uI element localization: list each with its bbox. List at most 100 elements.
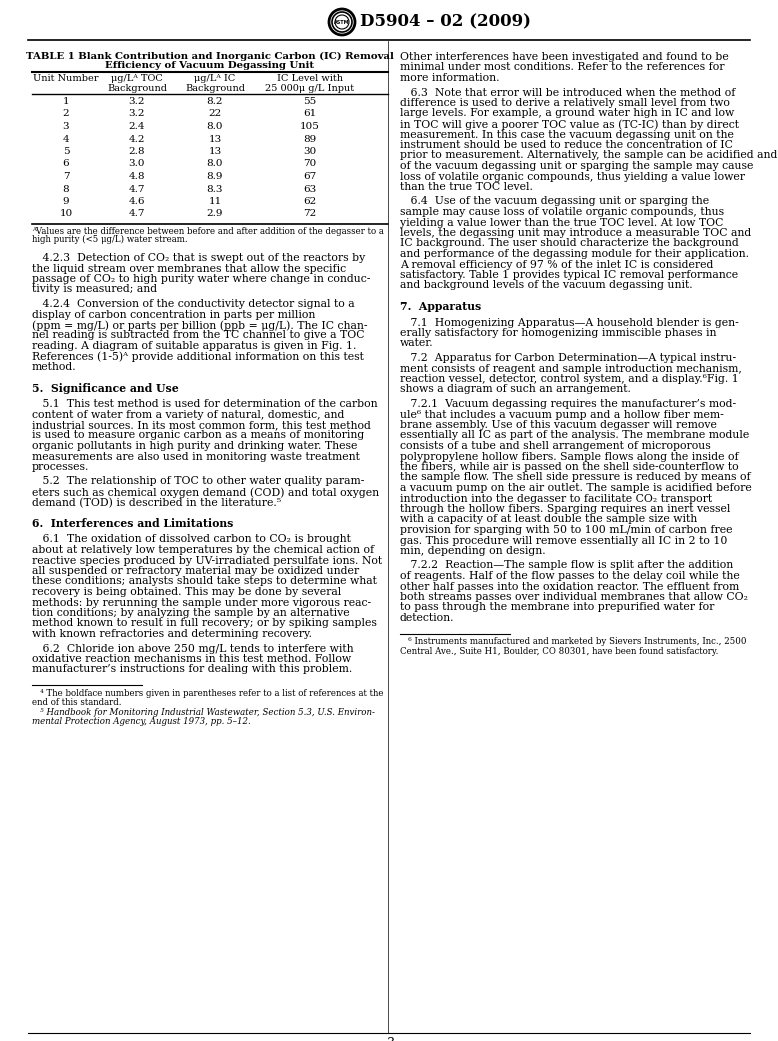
Text: 5.  Significance and Use: 5. Significance and Use [32,382,179,393]
Text: of reagents. Half of the flow passes to the delay coil while the: of reagents. Half of the flow passes to … [400,572,740,581]
Text: water.: water. [400,338,433,349]
Text: 6.4  Use of the vacuum degassing unit or sparging the: 6.4 Use of the vacuum degassing unit or … [400,197,709,206]
Text: to pass through the membrane into prepurified water for: to pass through the membrane into prepur… [400,603,714,612]
Text: 8.3: 8.3 [207,184,223,194]
Text: 22: 22 [209,109,222,119]
Text: 6: 6 [63,159,69,169]
Text: 4.6: 4.6 [128,197,145,206]
Text: (ppm = mg/L) or parts per billion (ppb = μg/L). The IC chan-: (ppm = mg/L) or parts per billion (ppb =… [32,320,367,331]
Text: 4: 4 [63,134,69,144]
Text: shows a diagram of such an arrangement.: shows a diagram of such an arrangement. [400,384,631,395]
Text: prior to measurement. Alternatively, the sample can be acidified and sparged pri: prior to measurement. Alternatively, the… [400,151,778,160]
Text: ment consists of reagent and sample introduction mechanism,: ment consists of reagent and sample intr… [400,363,742,374]
Text: content of water from a variety of natural, domestic, and: content of water from a variety of natur… [32,409,345,420]
Text: 3: 3 [63,122,69,131]
Text: 4.7: 4.7 [128,209,145,219]
Text: polypropylene hollow fibers. Sample flows along the inside of: polypropylene hollow fibers. Sample flow… [400,452,738,461]
Text: end of this standard.: end of this standard. [32,699,121,707]
Text: 6.1  The oxidation of dissolved carbon to CO₂ is brought: 6.1 The oxidation of dissolved carbon to… [32,534,351,544]
Text: consists of a tube and shell arrangement of microporous: consists of a tube and shell arrangement… [400,441,711,451]
Text: sample may cause loss of volatile organic compounds, thus: sample may cause loss of volatile organi… [400,207,724,217]
Text: 2: 2 [63,109,69,119]
Text: than the true TOC level.: than the true TOC level. [400,182,533,192]
Text: Other interferences have been investigated and found to be: Other interferences have been investigat… [400,52,729,62]
Text: loss of volatile organic compounds, thus yielding a value lower: loss of volatile organic compounds, thus… [400,172,745,181]
Text: measurements are also used in monitoring waste treatment: measurements are also used in monitoring… [32,452,360,461]
Text: IC background. The user should characterize the background: IC background. The user should character… [400,238,739,249]
Text: 89: 89 [303,134,317,144]
Text: 5.2  The relationship of TOC to other water quality param-: 5.2 The relationship of TOC to other wat… [32,477,364,486]
Text: 70: 70 [303,159,317,169]
Text: introduction into the degasser to facilitate CO₂ transport: introduction into the degasser to facili… [400,493,712,504]
Text: provision for sparging with 50 to 100 mL/min of carbon free: provision for sparging with 50 to 100 mL… [400,525,733,535]
Text: 2.4: 2.4 [128,122,145,131]
Text: 4.2.4  Conversion of the conductivity detector signal to a: 4.2.4 Conversion of the conductivity det… [32,299,355,309]
Text: ule⁶ that includes a vacuum pump and a hollow fiber mem-: ule⁶ that includes a vacuum pump and a h… [400,409,724,420]
Text: IC Level with
25 000μ g/L Input: IC Level with 25 000μ g/L Input [265,74,355,94]
Text: the sample flow. The shell side pressure is reduced by means of: the sample flow. The shell side pressure… [400,473,751,482]
Text: 5: 5 [63,147,69,156]
Text: levels, the degassing unit may introduce a measurable TOC and: levels, the degassing unit may introduce… [400,228,752,238]
Text: 13: 13 [209,147,222,156]
Text: 55: 55 [303,97,317,106]
Text: oxidative reaction mechanisms in this test method. Follow: oxidative reaction mechanisms in this te… [32,654,351,664]
Text: 3: 3 [387,1037,395,1041]
Text: 6.3  Note that error will be introduced when the method of: 6.3 Note that error will be introduced w… [400,87,735,98]
Text: display of carbon concentration in parts per million: display of carbon concentration in parts… [32,309,315,320]
Text: the liquid stream over membranes that allow the specific: the liquid stream over membranes that al… [32,263,346,274]
Text: ASTM: ASTM [335,20,350,25]
Text: brane assembly. Use of this vacuum degasser will remove: brane assembly. Use of this vacuum degas… [400,420,717,430]
Text: 6.2  Chloride ion above 250 mg/L tends to interfere with: 6.2 Chloride ion above 250 mg/L tends to… [32,643,354,654]
Text: reading. A diagram of suitable apparatus is given in Fig. 1.: reading. A diagram of suitable apparatus… [32,341,356,351]
Text: erally satisfactory for homogenizing immiscible phases in: erally satisfactory for homogenizing imm… [400,328,717,338]
Text: 9: 9 [63,197,69,206]
Text: yielding a value lower than the true TOC level. At low TOC: yielding a value lower than the true TOC… [400,218,724,228]
Text: 6.  Interferences and Limitations: 6. Interferences and Limitations [32,518,233,529]
Text: organic pollutants in high purity and drinking water. These: organic pollutants in high purity and dr… [32,441,357,451]
Text: 4.7: 4.7 [128,184,145,194]
Text: industrial sources. In its most common form, this test method: industrial sources. In its most common f… [32,420,371,430]
Text: References (1-5)ᴬ provide additional information on this test: References (1-5)ᴬ provide additional inf… [32,352,364,362]
Text: and performance of the degassing module for their application.: and performance of the degassing module … [400,249,749,259]
Text: all suspended or refractory material may be oxidized under: all suspended or refractory material may… [32,566,359,576]
Text: 5.1  This test method is used for determination of the carbon: 5.1 This test method is used for determi… [32,399,377,409]
Text: eters such as chemical oxygen demand (COD) and total oxygen: eters such as chemical oxygen demand (CO… [32,487,379,498]
Text: the fibers, while air is passed on the shell side-counterflow to: the fibers, while air is passed on the s… [400,462,738,472]
Text: gas. This procedure will remove essentially all IC in 2 to 10: gas. This procedure will remove essentia… [400,535,727,545]
Text: ⁵ Handbook for Monitoring Industrial Wastewater, Section 5.3, U.S. Environ-: ⁵ Handbook for Monitoring Industrial Was… [32,708,375,717]
Text: ⁶ Instruments manufactured and marketed by Sievers Instruments, Inc., 2500: ⁶ Instruments manufactured and marketed … [400,637,747,646]
Text: 13: 13 [209,134,222,144]
Text: 2.9: 2.9 [207,209,223,219]
Text: 8.2: 8.2 [207,97,223,106]
Text: instrument should be used to reduce the concentration of IC: instrument should be used to reduce the … [400,139,733,150]
Text: 30: 30 [303,147,317,156]
Text: passage of CO₂ to high purity water where change in conduc-: passage of CO₂ to high purity water wher… [32,274,370,284]
Text: both streams passes over individual membranes that allow CO₂: both streams passes over individual memb… [400,592,748,602]
Text: ⁴ The boldface numbers given in parentheses refer to a list of references at the: ⁴ The boldface numbers given in parenthe… [32,689,384,699]
Text: 10: 10 [59,209,72,219]
Text: demand (TOD) is described in the literature.⁵: demand (TOD) is described in the literat… [32,498,281,508]
Text: 72: 72 [303,209,317,219]
Text: Central Ave., Suite H1, Boulder, CO 80301, have been found satisfactory.: Central Ave., Suite H1, Boulder, CO 8030… [400,646,718,656]
Text: 4.8: 4.8 [128,172,145,181]
Text: satisfactory. Table 1 provides typical IC removal performance: satisfactory. Table 1 provides typical I… [400,270,738,280]
Text: D5904 – 02 (2009): D5904 – 02 (2009) [360,14,531,30]
Text: 8: 8 [63,184,69,194]
Text: 8.0: 8.0 [207,159,223,169]
Text: 3.2: 3.2 [128,97,145,106]
Text: 7.  Apparatus: 7. Apparatus [400,301,482,312]
Text: 8.0: 8.0 [207,122,223,131]
Text: 7.2  Apparatus for Carbon Determination—A typical instru-: 7.2 Apparatus for Carbon Determination—A… [400,353,736,363]
Text: A removal efficiency of 97 % of the inlet IC is considered: A removal efficiency of 97 % of the inle… [400,259,713,270]
Text: with a capacity of at least double the sample size with: with a capacity of at least double the s… [400,514,697,525]
Text: ᴬValues are the difference between before and after addition of the degasser to : ᴬValues are the difference between befor… [32,227,384,236]
Text: of the vacuum degassing unit or sparging the sample may cause: of the vacuum degassing unit or sparging… [400,161,753,171]
Text: more information.: more information. [400,73,499,83]
Text: 7: 7 [63,172,69,181]
Text: 8.9: 8.9 [207,172,223,181]
Text: TABLE 1 Blank Contribution and Inorganic Carbon (IC) Removal: TABLE 1 Blank Contribution and Inorganic… [26,52,394,61]
Text: a vacuum pump on the air outlet. The sample is acidified before: a vacuum pump on the air outlet. The sam… [400,483,752,493]
Text: 3.2: 3.2 [128,109,145,119]
Text: through the hollow fibers. Sparging requires an inert vessel: through the hollow fibers. Sparging requ… [400,504,731,514]
Text: difference is used to derive a relatively small level from two: difference is used to derive a relativel… [400,98,730,108]
